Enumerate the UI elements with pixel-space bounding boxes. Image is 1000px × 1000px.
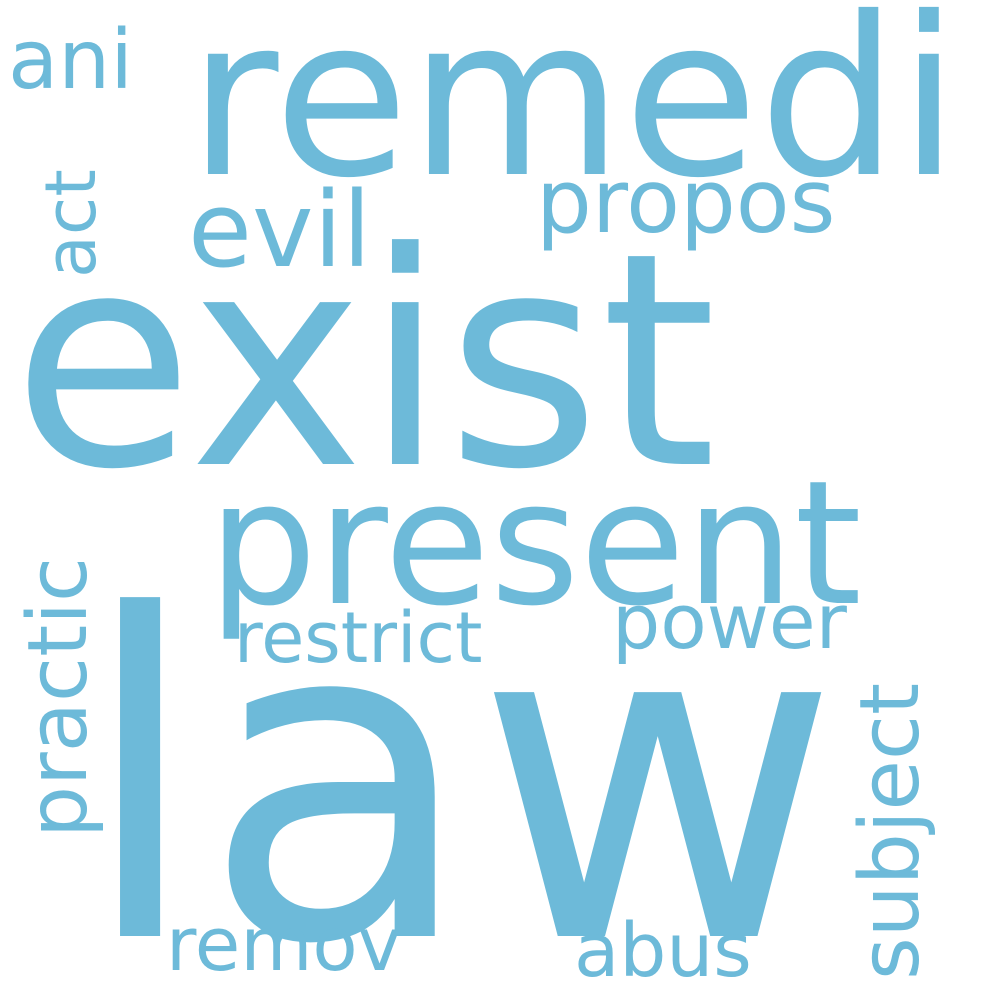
word-propos: propos (536, 150, 836, 253)
word-remedi: remedi (188, 0, 960, 226)
word-present: present (208, 443, 862, 644)
word-law: law (78, 523, 840, 1000)
word-exist: exist (12, 189, 717, 534)
word-act: act (30, 169, 112, 278)
word-subject: subject (843, 682, 938, 980)
word-restrict: restrict (234, 597, 483, 679)
word-abus: abus (574, 908, 752, 994)
word-evil: evil (188, 169, 372, 291)
word-remov: remov (166, 902, 402, 988)
word-ani: ani (8, 13, 134, 108)
word-power: power (612, 577, 847, 666)
word-practic: practic (11, 556, 106, 838)
